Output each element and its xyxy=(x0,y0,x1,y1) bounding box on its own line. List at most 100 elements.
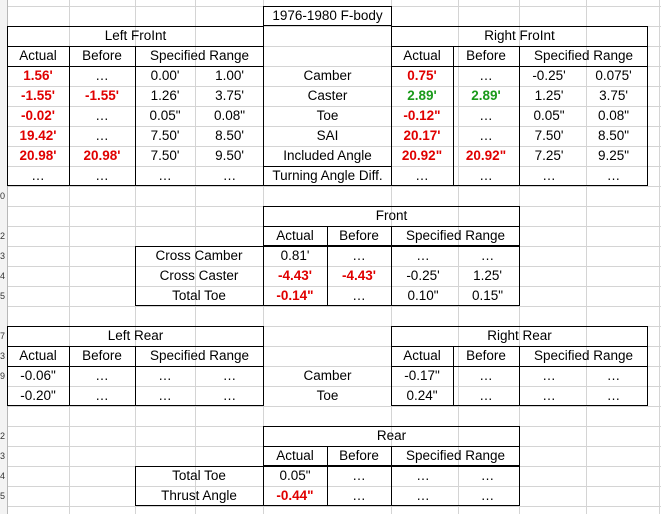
range-min[interactable]: … xyxy=(542,388,556,403)
before-value[interactable]: … xyxy=(95,108,109,123)
row-number[interactable]: 2 xyxy=(0,431,6,441)
range-max[interactable]: 3.75' xyxy=(599,88,628,103)
range-min[interactable]: 0.00' xyxy=(150,68,180,83)
col-header-before[interactable]: Before xyxy=(466,48,506,63)
range-min[interactable]: 7.25' xyxy=(534,148,564,163)
row-number[interactable]: 0 xyxy=(0,191,6,201)
before-value[interactable]: … xyxy=(352,248,366,263)
range-min[interactable]: 1.25' xyxy=(534,88,564,103)
actual-value[interactable]: -0.20" xyxy=(20,388,56,403)
range-max[interactable]: 9.25" xyxy=(597,148,630,163)
col-header-specified-range[interactable]: Specified Range xyxy=(405,228,506,243)
front-header[interactable]: Front xyxy=(375,208,408,223)
actual-value[interactable]: 20.17' xyxy=(403,128,441,143)
parameter-label[interactable]: SAI xyxy=(316,128,339,143)
actual-value[interactable]: 20.98' xyxy=(19,148,57,163)
range-min[interactable]: … xyxy=(416,248,430,263)
parameter-label[interactable]: Camber xyxy=(303,68,352,83)
actual-value[interactable]: -0.06" xyxy=(20,368,56,383)
col-header-actual[interactable]: Actual xyxy=(276,228,314,243)
before-value[interactable]: … xyxy=(479,168,493,183)
col-header-before[interactable]: Before xyxy=(466,348,506,363)
row-number[interactable]: 3 xyxy=(0,451,6,461)
actual-value[interactable]: 19.42' xyxy=(19,128,57,143)
row-number[interactable]: 4 xyxy=(0,471,6,481)
range-min[interactable]: 7.50' xyxy=(150,148,180,163)
range-max[interactable]: 1.00' xyxy=(215,68,244,83)
range-min[interactable]: … xyxy=(542,168,556,183)
actual-value[interactable]: -0.02' xyxy=(21,108,55,123)
col-header-specified-range[interactable]: Specified Range xyxy=(533,348,634,363)
actual-value[interactable]: 0.24" xyxy=(406,388,438,403)
row-label[interactable]: Cross Caster xyxy=(159,268,239,283)
before-value[interactable]: -4.43' xyxy=(342,268,376,283)
range-min[interactable]: 7.50' xyxy=(150,128,180,143)
row-number[interactable]: 3 xyxy=(0,251,6,261)
range-max[interactable]: … xyxy=(606,168,621,183)
right_rear-header[interactable]: Right Rear xyxy=(487,328,552,343)
row-number[interactable]: 9 xyxy=(0,371,6,381)
col-header-specified-range[interactable]: Specified Range xyxy=(149,48,250,63)
before-value[interactable]: 20.98' xyxy=(83,148,121,163)
range-min[interactable]: … xyxy=(158,168,172,183)
actual-value[interactable]: 20.92" xyxy=(401,148,443,163)
actual-value[interactable]: 0.05" xyxy=(279,468,311,483)
range-min[interactable]: -0.25' xyxy=(406,268,440,283)
row-number[interactable]: 5 xyxy=(0,291,6,301)
before-value[interactable]: -1.55' xyxy=(85,88,119,103)
before-value[interactable]: … xyxy=(479,368,493,383)
range-max[interactable]: 3.75' xyxy=(215,88,244,103)
range-max[interactable]: 0.15" xyxy=(471,288,504,303)
range-min[interactable]: … xyxy=(542,368,556,383)
range-min[interactable]: … xyxy=(416,488,430,503)
before-value[interactable]: … xyxy=(352,288,366,303)
range-min[interactable]: 0.10" xyxy=(407,288,439,303)
row-label[interactable]: Thrust Angle xyxy=(161,488,237,503)
parameter-label[interactable]: Caster xyxy=(307,88,348,103)
range-max[interactable]: 8.50' xyxy=(215,128,244,143)
range-min[interactable]: … xyxy=(416,468,430,483)
parameter-label[interactable]: Toe xyxy=(316,108,339,123)
before-value[interactable]: … xyxy=(95,168,109,183)
range-max[interactable]: … xyxy=(606,368,621,383)
row-label[interactable]: Cross Camber xyxy=(155,248,243,263)
before-value[interactable]: … xyxy=(479,68,493,83)
before-value[interactable]: … xyxy=(479,108,493,123)
range-max[interactable]: … xyxy=(606,388,621,403)
before-value[interactable]: … xyxy=(95,128,109,143)
rear-header[interactable]: Rear xyxy=(376,428,407,443)
range-min[interactable]: … xyxy=(158,388,172,403)
row-number[interactable]: 2 xyxy=(0,231,6,241)
col-header-before[interactable]: Before xyxy=(82,48,122,63)
range-max[interactable]: … xyxy=(480,248,495,263)
row-number[interactable]: 4 xyxy=(0,271,6,281)
parameter-label[interactable]: Toe xyxy=(316,388,339,403)
sheet-title[interactable]: 1976-1980 F-body xyxy=(272,8,383,23)
range-max[interactable]: … xyxy=(222,368,237,383)
range-min[interactable]: -0.25' xyxy=(532,68,566,83)
actual-value[interactable]: -1.55' xyxy=(21,88,55,103)
before-value[interactable]: … xyxy=(352,468,366,483)
range-min[interactable]: 0.05" xyxy=(149,108,181,123)
actual-value[interactable]: … xyxy=(415,168,429,183)
col-header-specified-range[interactable]: Specified Range xyxy=(405,448,506,463)
right_front-header[interactable]: Right FroInt xyxy=(484,28,555,43)
row-number[interactable]: 7 xyxy=(0,331,6,341)
range-max[interactable]: … xyxy=(480,468,495,483)
range-min[interactable]: 0.05" xyxy=(533,108,565,123)
col-header-actual[interactable]: Actual xyxy=(276,448,314,463)
range-max[interactable]: … xyxy=(480,488,495,503)
actual-value[interactable]: 2.89' xyxy=(407,88,437,103)
before-value[interactable]: … xyxy=(95,388,109,403)
left_front-header[interactable]: Left FroInt xyxy=(104,28,167,43)
before-value[interactable]: … xyxy=(352,488,366,503)
before-value[interactable]: … xyxy=(95,368,109,383)
col-header-specified-range[interactable]: Specified Range xyxy=(149,348,250,363)
actual-value[interactable]: -0.17" xyxy=(404,368,440,383)
actual-value[interactable]: -0.44" xyxy=(276,488,314,503)
col-header-actual[interactable]: Actual xyxy=(403,48,441,63)
range-max[interactable]: 0.08" xyxy=(213,108,246,123)
actual-value[interactable]: … xyxy=(31,168,45,183)
row-number[interactable]: 3 xyxy=(0,351,6,361)
